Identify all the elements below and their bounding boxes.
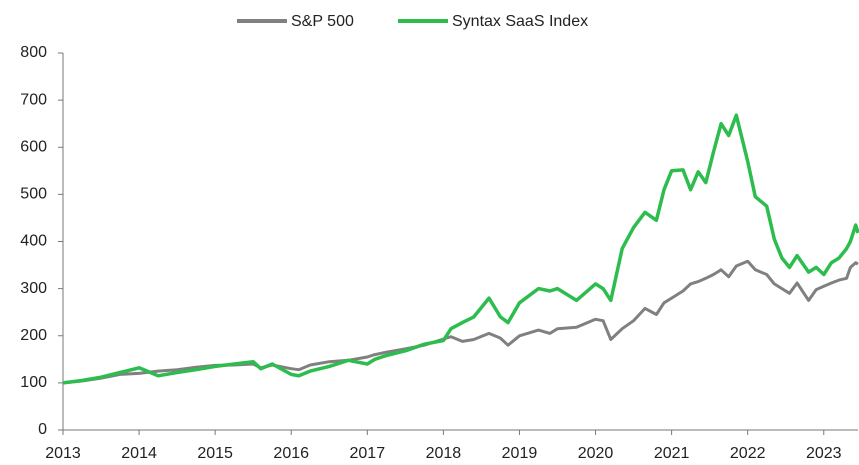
series-line [62, 113, 859, 385]
x-tick-label: 2019 [502, 445, 538, 462]
x-tick-label: 2015 [197, 445, 233, 462]
y-tick-label: 400 [20, 233, 47, 250]
x-tick-label: 2023 [806, 445, 842, 462]
legend-label: S&P 500 [291, 13, 354, 30]
x-tick-label: 2022 [730, 445, 766, 462]
x-tick-label: 2021 [654, 445, 690, 462]
x-tick-label: 2016 [273, 445, 309, 462]
x-tick-label: 2020 [578, 445, 614, 462]
y-tick-label: 500 [20, 186, 47, 203]
legend-label: Syntax SaaS Index [452, 13, 588, 30]
x-tick-label: 2013 [45, 445, 81, 462]
y-tick-label: 700 [20, 91, 47, 108]
y-tick-label: 600 [20, 138, 47, 155]
y-tick-label: 200 [20, 327, 47, 344]
x-tick-label: 2017 [350, 445, 386, 462]
y-tick-label: 100 [20, 374, 47, 391]
y-tick-label: 300 [20, 280, 47, 297]
x-tick-label: 2018 [426, 445, 462, 462]
x-tick-label: 2014 [121, 445, 157, 462]
y-tick-label: 0 [38, 421, 47, 438]
y-tick-label: 800 [20, 44, 47, 61]
